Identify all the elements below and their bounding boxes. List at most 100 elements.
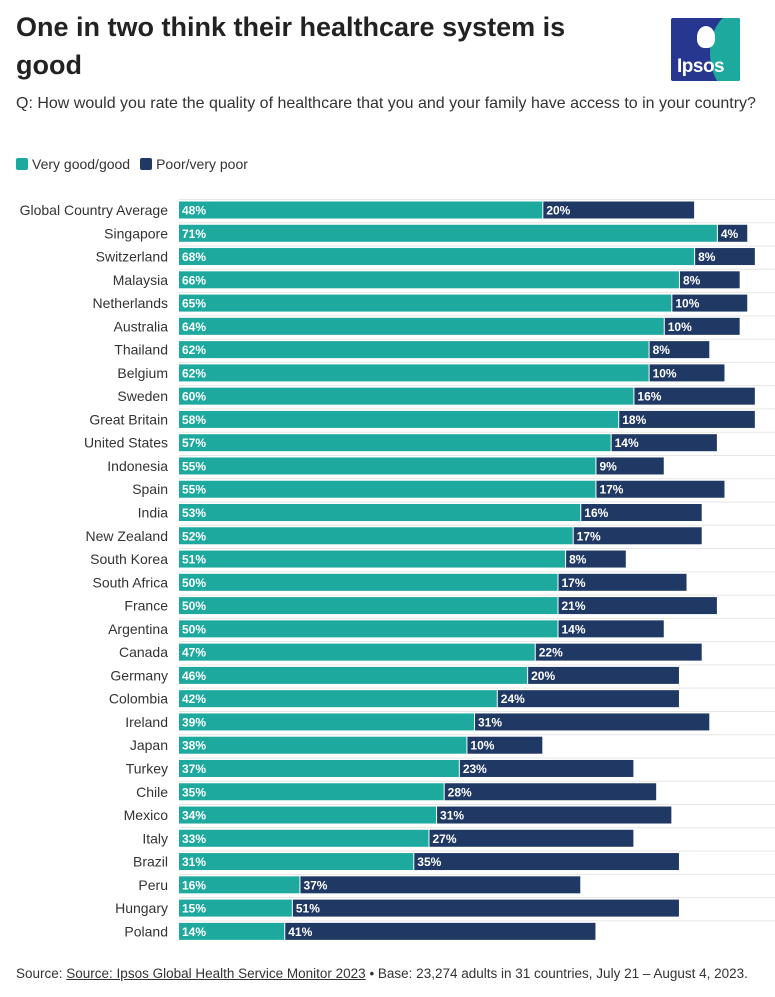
bar-very-good-good[interactable] — [179, 271, 679, 289]
bar-very-good-good[interactable] — [179, 387, 634, 405]
bar-very-good-good[interactable] — [179, 573, 558, 591]
category-label: Turkey — [126, 760, 168, 776]
category-label: Singapore — [104, 225, 168, 241]
data-label: 20% — [531, 669, 555, 683]
bar-very-good-good[interactable] — [179, 504, 581, 522]
bar-poor-very-poor[interactable] — [459, 759, 634, 777]
bar-poor-very-poor[interactable] — [467, 736, 543, 754]
bar-poor-very-poor[interactable] — [596, 457, 664, 475]
bar-poor-very-poor[interactable] — [717, 224, 748, 242]
bar-very-good-good[interactable] — [179, 759, 459, 777]
data-label: 48% — [182, 204, 206, 218]
bar-poor-very-poor[interactable] — [596, 480, 725, 498]
bar-very-good-good[interactable] — [179, 666, 528, 684]
bar-poor-very-poor[interactable] — [619, 410, 755, 428]
bar-very-good-good[interactable] — [179, 853, 414, 871]
bar-poor-very-poor[interactable] — [292, 899, 679, 917]
bar-poor-very-poor[interactable] — [558, 573, 687, 591]
bar-very-good-good[interactable] — [179, 294, 672, 312]
bar-very-good-good[interactable] — [179, 713, 475, 731]
bar-poor-very-poor[interactable] — [566, 550, 626, 568]
data-label: 34% — [182, 809, 206, 823]
data-label: 16% — [182, 878, 206, 892]
data-label: 35% — [417, 855, 441, 869]
legend-item-negative[interactable]: Poor/very poor — [140, 156, 248, 172]
bar-poor-very-poor[interactable] — [664, 317, 740, 335]
bar-poor-very-poor[interactable] — [679, 271, 740, 289]
data-label: 9% — [599, 459, 617, 473]
category-label: France — [124, 598, 168, 614]
bar-very-good-good[interactable] — [179, 643, 535, 661]
bar-very-good-good[interactable] — [179, 620, 558, 638]
data-label: 64% — [182, 320, 206, 334]
bar-very-good-good[interactable] — [179, 922, 285, 940]
bar-very-good-good[interactable] — [179, 224, 717, 242]
data-label: 66% — [182, 273, 206, 287]
bar-very-good-good[interactable] — [179, 527, 573, 545]
data-label: 20% — [546, 204, 570, 218]
bar-poor-very-poor[interactable] — [528, 666, 679, 684]
survey-question: Q: How would you rate the quality of hea… — [16, 95, 756, 112]
data-label: 22% — [539, 646, 563, 660]
bar-poor-very-poor[interactable] — [535, 643, 702, 661]
bar-very-good-good[interactable] — [179, 317, 664, 335]
bar-very-good-good[interactable] — [179, 876, 300, 894]
bar-very-good-good[interactable] — [179, 690, 497, 708]
bar-poor-very-poor[interactable] — [649, 364, 725, 382]
source-link[interactable]: Source: Ipsos Global Health Service Moni… — [66, 966, 366, 981]
bar-very-good-good[interactable] — [179, 783, 444, 801]
data-label: 39% — [182, 715, 206, 729]
bar-very-good-good[interactable] — [179, 736, 467, 754]
category-label: Thailand — [114, 342, 168, 358]
bar-poor-very-poor[interactable] — [300, 876, 581, 894]
bar-poor-very-poor[interactable] — [634, 387, 755, 405]
data-label: 68% — [182, 250, 206, 264]
bar-poor-very-poor[interactable] — [497, 690, 679, 708]
bar-very-good-good[interactable] — [179, 341, 649, 359]
bar-poor-very-poor[interactable] — [672, 294, 748, 312]
category-label: South Korea — [90, 551, 168, 567]
bar-poor-very-poor[interactable] — [285, 922, 596, 940]
legend-item-positive[interactable]: Very good/good — [16, 156, 130, 172]
bar-very-good-good[interactable] — [179, 829, 429, 847]
data-label: 47% — [182, 646, 206, 660]
bar-very-good-good[interactable] — [179, 364, 649, 382]
bar-very-good-good[interactable] — [179, 899, 292, 917]
bar-poor-very-poor[interactable] — [695, 248, 755, 266]
data-label: 10% — [470, 739, 494, 753]
bar-very-good-good[interactable] — [179, 480, 596, 498]
data-label: 4% — [721, 227, 739, 241]
bar-poor-very-poor[interactable] — [414, 853, 679, 871]
bar-very-good-good[interactable] — [179, 248, 695, 266]
bar-poor-very-poor[interactable] — [437, 806, 672, 824]
bar-poor-very-poor[interactable] — [429, 829, 634, 847]
category-label: Global Country Average — [20, 202, 169, 218]
bar-very-good-good[interactable] — [179, 597, 558, 615]
bar-very-good-good[interactable] — [179, 457, 596, 475]
bar-poor-very-poor[interactable] — [573, 527, 702, 545]
category-label: Hungary — [115, 900, 168, 916]
bar-poor-very-poor[interactable] — [543, 201, 695, 219]
data-label: 10% — [653, 366, 677, 380]
bar-very-good-good[interactable] — [179, 806, 437, 824]
bar-poor-very-poor[interactable] — [581, 504, 702, 522]
bar-poor-very-poor[interactable] — [558, 620, 664, 638]
bar-poor-very-poor[interactable] — [649, 341, 710, 359]
bar-poor-very-poor[interactable] — [558, 597, 717, 615]
legend-swatch-negative — [140, 158, 153, 170]
bar-very-good-good[interactable] — [179, 434, 611, 452]
data-label: 38% — [182, 739, 206, 753]
source-prefix: Source: — [16, 966, 67, 981]
bar-very-good-good[interactable] — [179, 410, 619, 428]
bar-poor-very-poor[interactable] — [444, 783, 657, 801]
data-label: 8% — [653, 343, 671, 357]
category-label: Argentina — [108, 621, 168, 637]
bar-poor-very-poor[interactable] — [611, 434, 717, 452]
data-label: 17% — [577, 529, 601, 543]
bar-very-good-good[interactable] — [179, 550, 566, 568]
bar-very-good-good[interactable] — [179, 201, 543, 219]
category-label: Mexico — [124, 807, 169, 823]
bar-poor-very-poor[interactable] — [475, 713, 710, 731]
category-label: Sweden — [117, 388, 168, 404]
data-label: 52% — [182, 529, 206, 543]
